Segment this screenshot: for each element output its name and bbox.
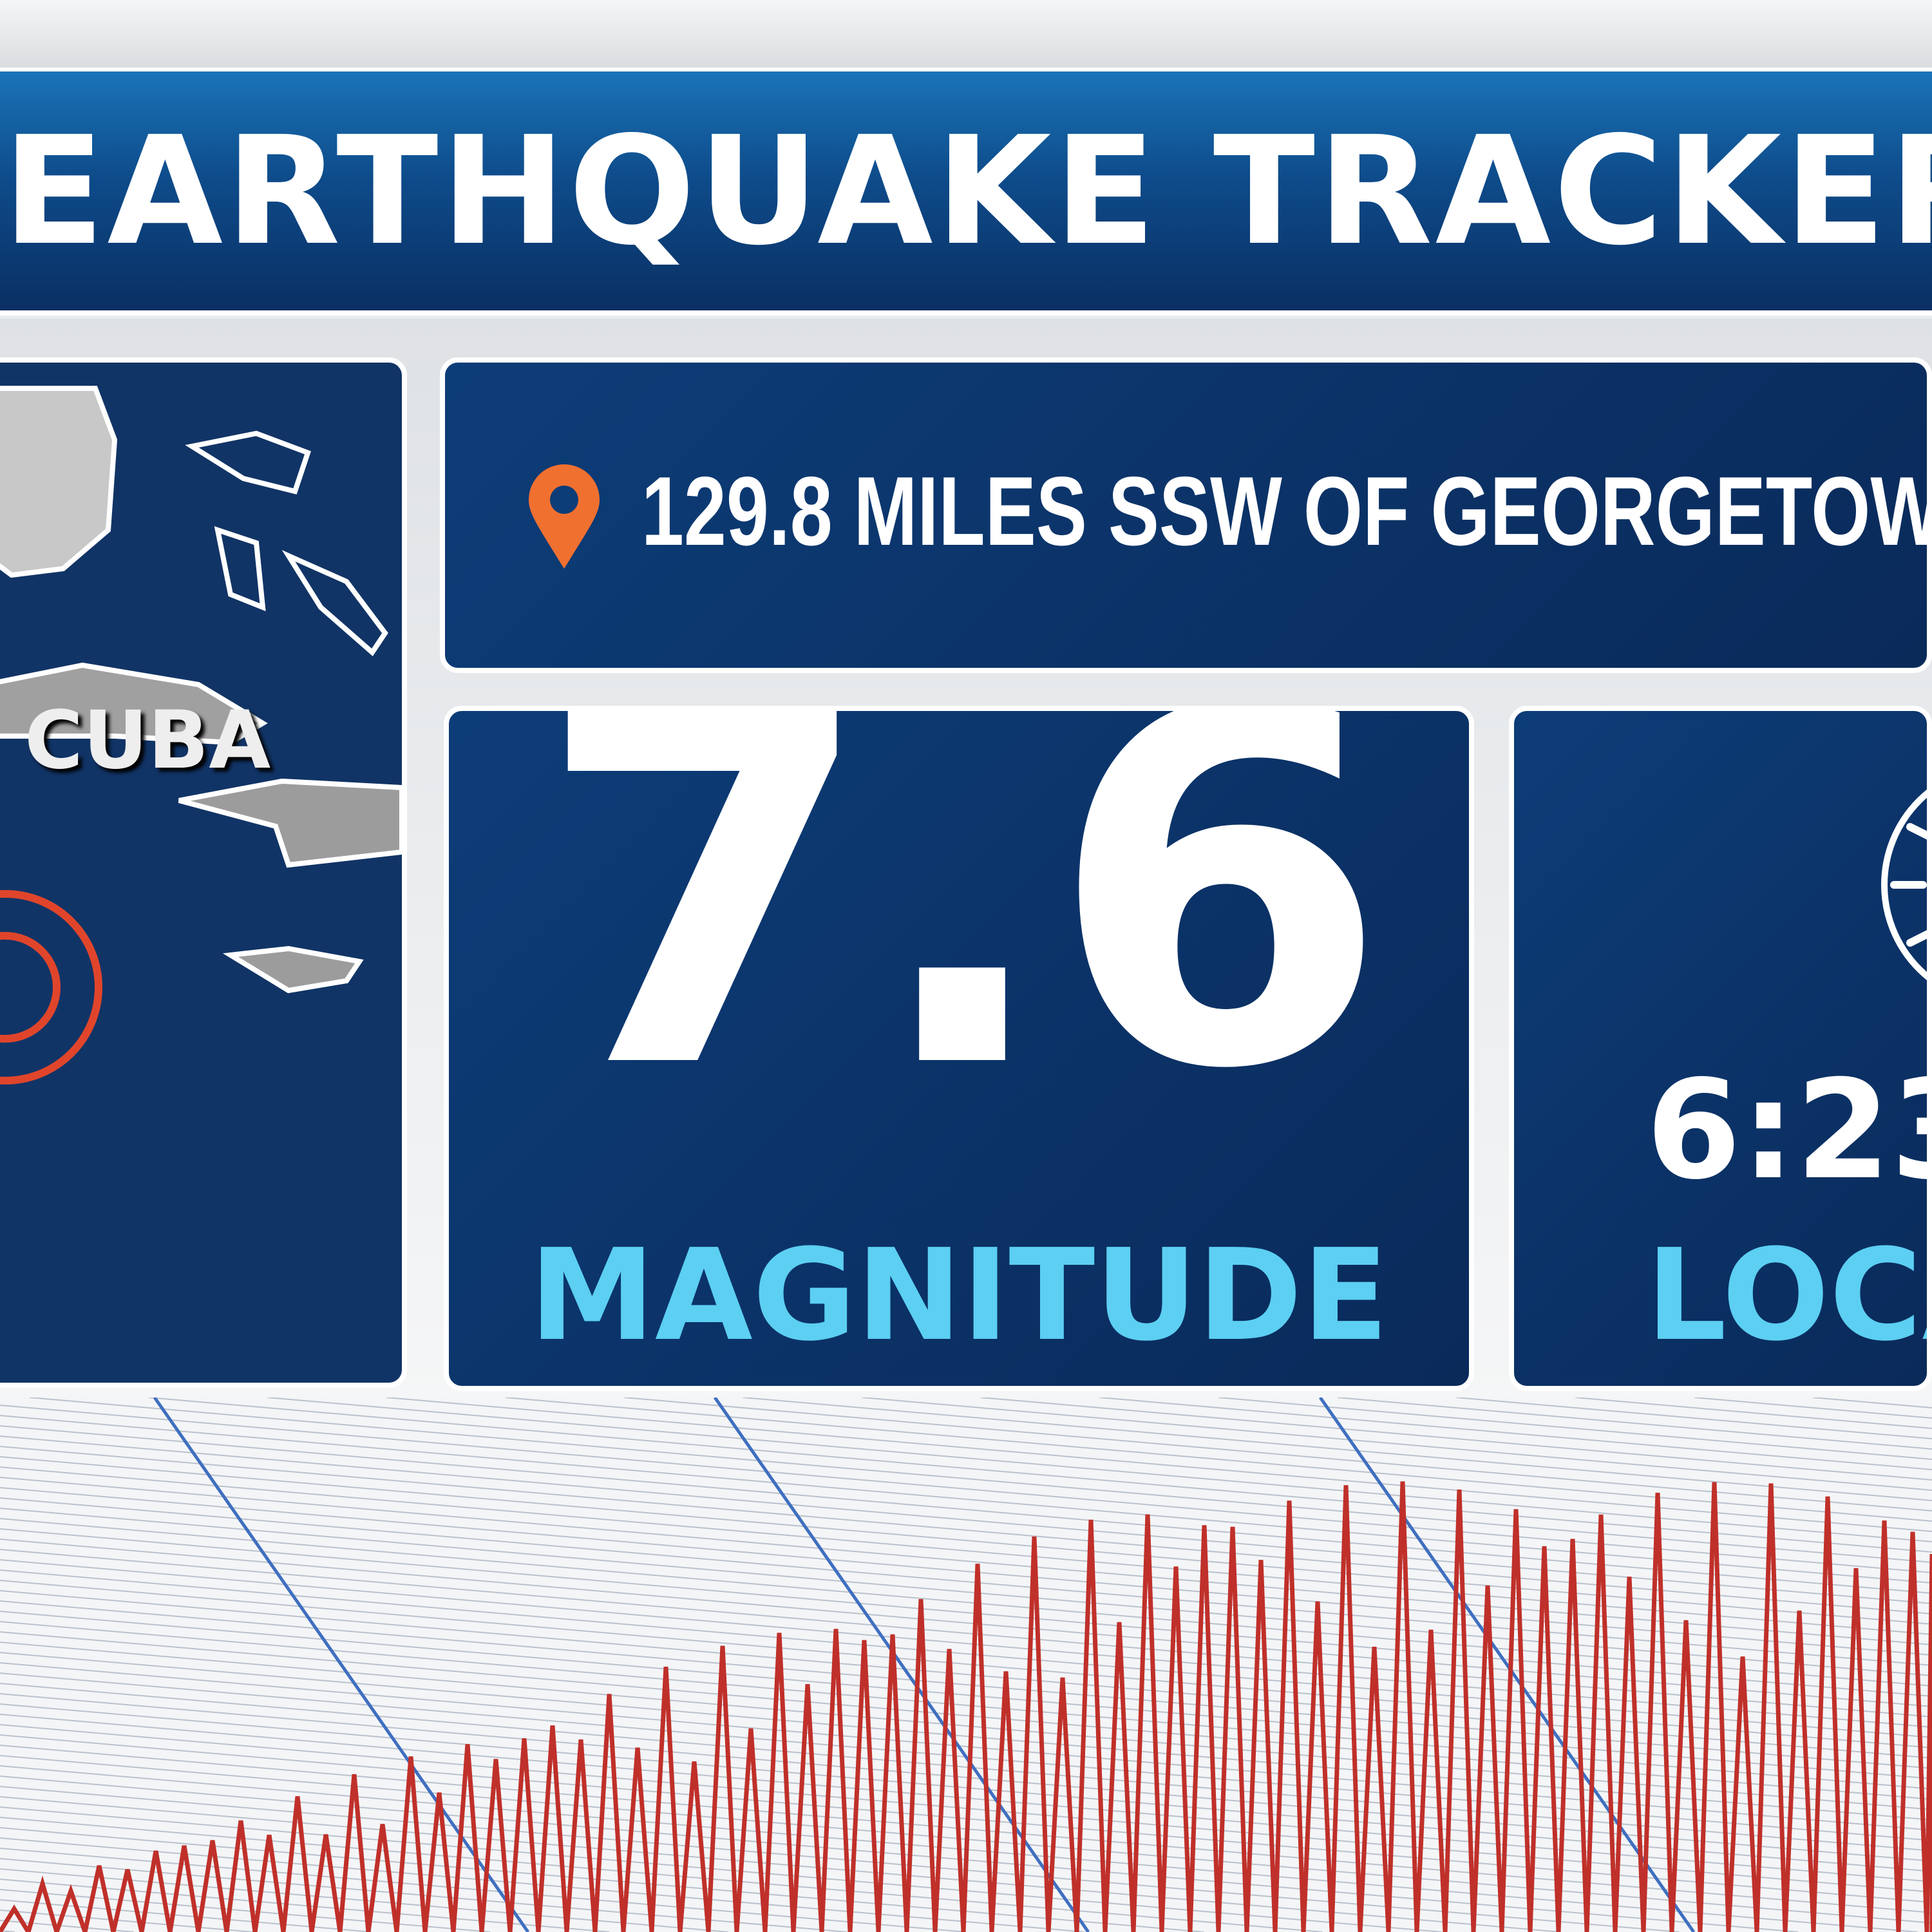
paper-line	[0, 1569, 1932, 1738]
paper-line	[386, 1397, 1932, 1532]
magnitude-panel: 7.6 MAGNITUDE	[444, 706, 1474, 1391]
time-line	[713, 1397, 1090, 1932]
paper-line	[0, 1539, 1932, 1707]
paper-line	[1099, 1397, 1932, 1470]
paper-line	[0, 1456, 1932, 1625]
paper-line	[0, 1477, 1932, 1645]
paper-line	[1456, 1397, 1932, 1439]
map-panel: CUBA	[0, 357, 407, 1388]
paper-line	[30, 1397, 1932, 1563]
bahamas-outline	[185, 430, 388, 657]
location-text: 129.8 MILES SSW OF GEORGETOWN, C	[641, 457, 1927, 566]
hispaniola-landmass	[178, 778, 402, 868]
time-label: LOCA	[1646, 1222, 1927, 1369]
paper-line	[1575, 1397, 1932, 1429]
paper-line	[0, 1549, 1932, 1718]
time-line	[153, 1397, 530, 1932]
paper-line	[0, 1827, 1204, 1932]
paper-line	[0, 1559, 1932, 1728]
paper-line	[0, 1508, 1932, 1676]
page-title: EARTHQUAKE TRACKER	[3, 104, 1932, 278]
paper-line	[0, 1528, 1932, 1697]
map-pin-icon	[529, 464, 600, 569]
title-bar: EARTHQUAKE TRACKER	[0, 68, 1932, 316]
seismograph-time-lines	[153, 1397, 1696, 1932]
paper-line	[862, 1397, 1932, 1491]
paper-line	[267, 1397, 1932, 1542]
paper-line	[148, 1397, 1932, 1553]
paper-line	[743, 1397, 1932, 1501]
jamaica-landmass	[222, 945, 364, 994]
paper-line	[1218, 1397, 1932, 1460]
epicenter-ring-inner	[0, 932, 61, 1043]
caribbean-map	[0, 386, 402, 1084]
paper-line	[0, 1487, 1932, 1656]
location-panel: 129.8 MILES SSW OF GEORGETOWN, C	[440, 357, 1932, 673]
epicenter-ring-outer	[0, 890, 102, 1084]
paper-line	[0, 1446, 1932, 1615]
cuba-landmass	[0, 662, 268, 746]
magnitude-label: MAGNITUDE	[529, 1222, 1388, 1369]
paper-line	[0, 1497, 1932, 1666]
paper-line	[0, 1714, 1932, 1882]
paper-line	[0, 1518, 1932, 1687]
time-panel: 6:23 LOCA	[1509, 706, 1932, 1391]
seismograph-background	[0, 1397, 1932, 1932]
background-strip	[0, 0, 1932, 71]
paper-line	[0, 1415, 1932, 1584]
paper-line	[0, 1405, 1932, 1573]
paper-line	[0, 1425, 1932, 1594]
clock-icon	[1881, 789, 1927, 981]
paper-line	[0, 1786, 1680, 1932]
seismograph-trace	[0, 1481, 1932, 1932]
paper-line	[0, 1466, 1932, 1635]
florida-landmass	[0, 386, 118, 578]
paper-line	[1694, 1397, 1932, 1419]
paper-line	[0, 1796, 1561, 1932]
magnitude-value: 7.6	[535, 706, 1389, 1176]
paper-line	[505, 1397, 1932, 1522]
time-value: 6:23	[1646, 1050, 1927, 1209]
paper-line	[0, 1435, 1932, 1604]
map-label-cuba: CUBA	[24, 694, 271, 787]
paper-line	[1813, 1397, 1932, 1408]
paper-line	[0, 1889, 491, 1932]
paper-line	[1337, 1397, 1932, 1450]
paper-line	[0, 1909, 253, 1932]
time-line	[1318, 1397, 1696, 1932]
paper-line	[980, 1397, 1932, 1481]
